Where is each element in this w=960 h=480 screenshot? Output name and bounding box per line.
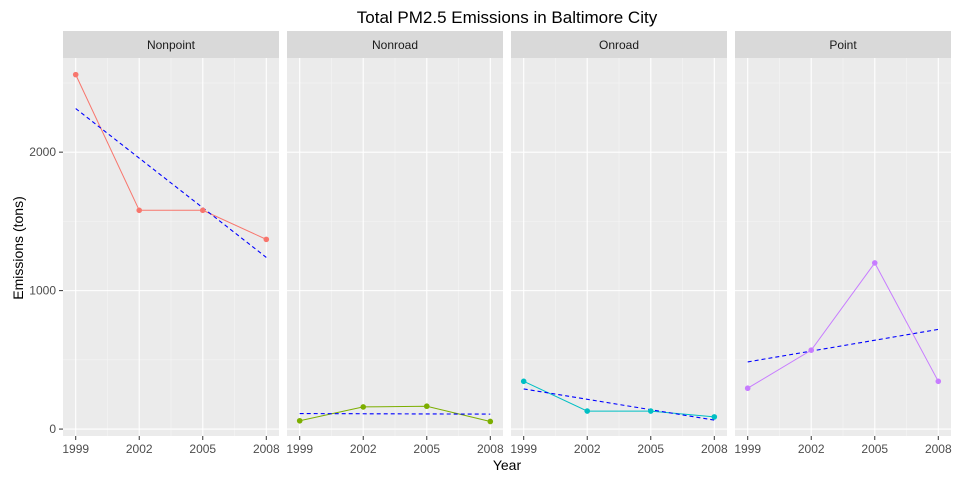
y-axis: 0 1000 2000 <box>29 145 63 436</box>
facet-strip-label: Onroad <box>599 38 639 52</box>
panels-layer: Nonpoint 1999 2002 2005 2008 Nonroad 1999 2002 2… <box>62 31 952 456</box>
data-point <box>935 378 942 385</box>
x-tick-label: 1999 <box>734 442 761 456</box>
x-tick-label: 2005 <box>637 442 664 456</box>
series-line-nonpoint <box>75 74 267 240</box>
x-tick-label: 2008 <box>477 442 504 456</box>
facet-strip-label: Nonpoint <box>147 38 196 52</box>
facet-strip-label: Nonroad <box>372 38 418 52</box>
facet-strip <box>287 31 503 58</box>
data-point <box>423 403 430 410</box>
x-tick-label: 2005 <box>861 442 888 456</box>
data-point <box>808 347 815 353</box>
data-point <box>360 404 367 410</box>
trend-line-point <box>747 328 939 363</box>
data-point <box>136 207 143 214</box>
data-point <box>711 414 718 420</box>
y-tick-label: 2000 <box>29 145 56 159</box>
series-line-point <box>747 261 939 389</box>
data-point <box>520 378 527 385</box>
x-tick-label: 2002 <box>126 442 153 456</box>
chart-title: Total PM2.5 Emissions in Baltimore City <box>357 8 658 27</box>
trend-line-nonpoint <box>75 108 267 258</box>
x-tick-label: 2005 <box>413 442 440 456</box>
panel-nonpoint: Nonpoint 1999 2002 2005 2008 <box>62 31 280 456</box>
x-tick-label: 2005 <box>189 442 216 456</box>
panel-nonroad: Nonroad 1999 2002 2005 2008 <box>286 31 504 456</box>
x-tick-label: 2002 <box>574 442 601 456</box>
facet-strip <box>511 31 727 58</box>
facet-strip-label: Point <box>829 38 857 52</box>
x-tick-label: 2002 <box>798 442 825 456</box>
facet-strip <box>63 31 279 58</box>
data-point <box>487 418 494 425</box>
x-tick-label: 2002 <box>350 442 377 456</box>
x-tick-label: 2008 <box>253 442 280 456</box>
data-point <box>263 236 270 243</box>
x-tick-label: 1999 <box>62 442 89 456</box>
x-tick-label: 1999 <box>510 442 537 456</box>
y-axis-title: Emissions (tons) <box>10 196 26 299</box>
series-line-onroad <box>523 380 715 418</box>
facet-strip <box>735 31 951 58</box>
x-axis-title: Year <box>493 457 522 473</box>
panel-onroad: Onroad 1999 2002 2005 2008 <box>510 31 728 456</box>
data-point <box>72 71 79 78</box>
data-point <box>296 417 303 424</box>
y-tick-label: 0 <box>49 422 56 436</box>
data-point <box>584 408 591 414</box>
x-tick-label: 1999 <box>286 442 313 456</box>
trend-line-nonroad <box>299 413 491 415</box>
data-point <box>199 207 206 214</box>
x-tick-label: 2008 <box>925 442 952 456</box>
data-point <box>744 385 751 392</box>
x-tick-label: 2008 <box>701 442 728 456</box>
y-tick-label: 1000 <box>29 284 56 298</box>
panel-point: Point 1999 2002 2005 2008 <box>734 31 952 456</box>
data-point <box>871 260 878 266</box>
data-point <box>647 408 654 414</box>
